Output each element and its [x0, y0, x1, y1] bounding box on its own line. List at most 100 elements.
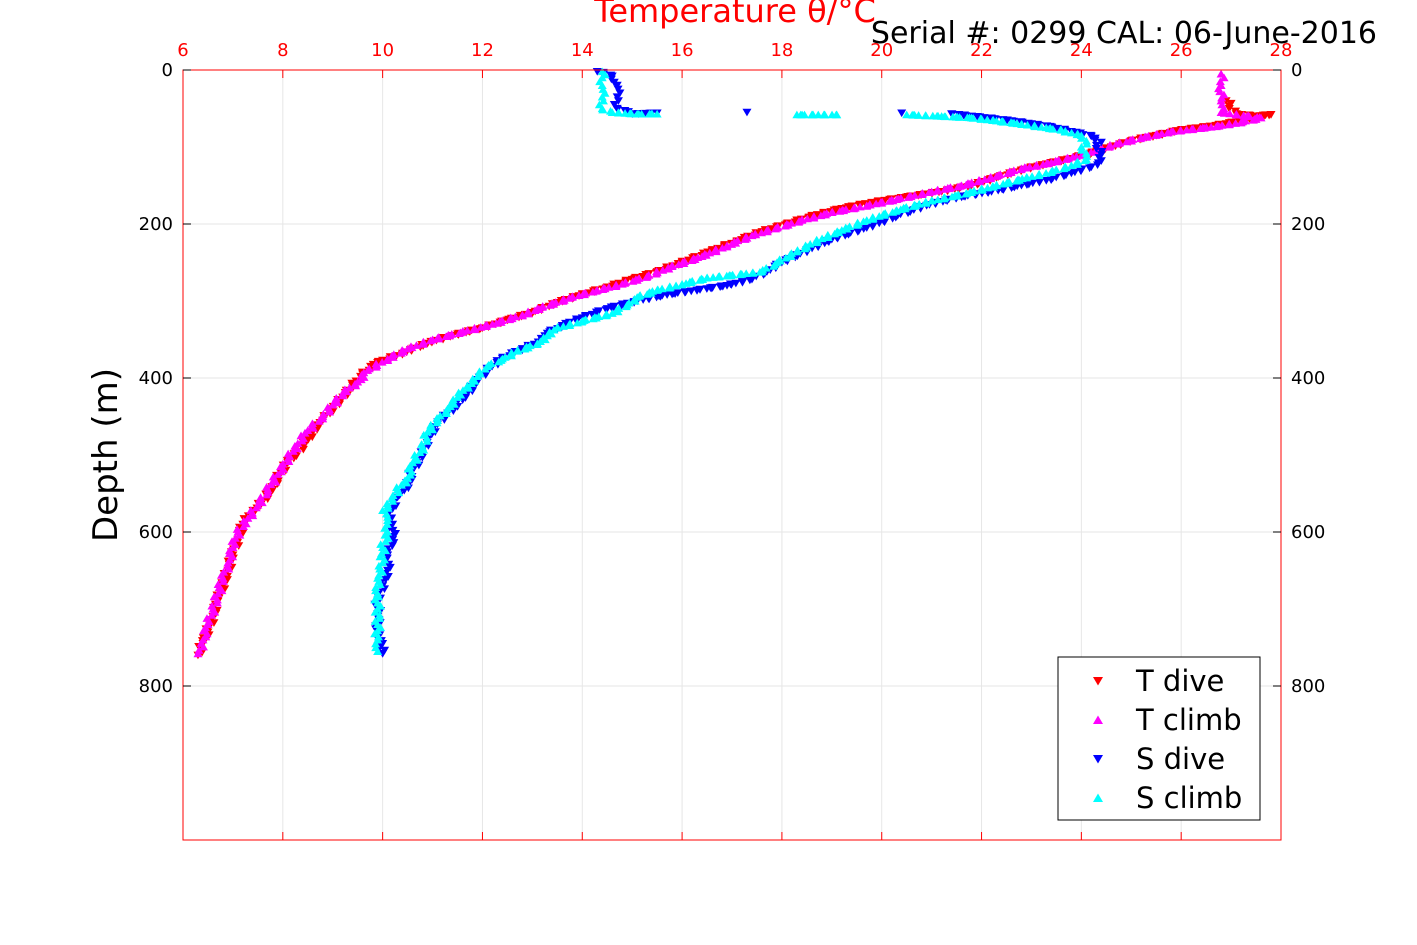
data-point: [1059, 172, 1069, 181]
data-point: [802, 214, 812, 223]
data-point: [671, 281, 681, 290]
data-point: [642, 273, 652, 281]
data-point: [614, 108, 624, 117]
data-point: [983, 183, 993, 192]
data-point: [998, 117, 1008, 126]
data-point: [992, 172, 1002, 180]
data-point: [463, 383, 473, 392]
data-point: [630, 296, 640, 305]
data-point: [218, 574, 228, 582]
data-point: [298, 445, 308, 454]
data-point: [927, 196, 937, 205]
data-point: [1188, 125, 1198, 134]
data-point: [238, 522, 248, 531]
data-point: [370, 608, 380, 616]
x-tick-label: 8: [277, 40, 288, 61]
data-point: [800, 110, 810, 119]
data-point: [1030, 122, 1040, 131]
data-point: [830, 229, 840, 238]
x-tick-label: 22: [970, 40, 993, 61]
data-point: [453, 393, 462, 401]
data-point: [955, 113, 965, 121]
data-point: [558, 297, 568, 305]
data-point: [800, 244, 810, 253]
data-point: [1034, 171, 1044, 180]
data-point: [1085, 164, 1095, 173]
data-point: [532, 340, 542, 349]
data-point: [986, 174, 996, 183]
data-point: [588, 287, 598, 296]
data-point: [1041, 169, 1051, 177]
data-point: [1034, 178, 1044, 187]
data-point: [835, 207, 845, 215]
data-point: [740, 235, 750, 243]
x-tick-label: 12: [471, 40, 494, 61]
data-point: [412, 456, 422, 464]
data-point: [921, 111, 931, 120]
data-point: [820, 110, 830, 119]
data-point: [940, 185, 950, 193]
data-point: [487, 320, 497, 328]
data-point: [1041, 176, 1051, 185]
x-tick-label: 26: [1170, 40, 1193, 61]
data-point: [1052, 124, 1062, 133]
data-point: [842, 224, 852, 233]
data-point: [974, 177, 984, 186]
data-point: [1215, 77, 1225, 86]
data-point: [598, 105, 608, 114]
data-point: [580, 290, 590, 299]
data-point: [1012, 176, 1022, 185]
data-point: [980, 175, 990, 183]
data-point: [617, 280, 627, 288]
data-point: [786, 252, 796, 260]
data-point: [1236, 118, 1246, 127]
data-point: [888, 208, 898, 216]
data-point: [780, 221, 790, 230]
data-point: [902, 110, 912, 119]
data-point: [212, 598, 222, 607]
data-point: [933, 195, 943, 204]
data-point: [481, 371, 491, 379]
data-point: [1182, 125, 1192, 134]
data-point: [375, 614, 385, 622]
data-point: [626, 109, 636, 118]
y-tick-label-left: 0: [162, 60, 173, 81]
data-point: [284, 457, 294, 466]
data-point: [646, 109, 656, 118]
data-point: [1245, 112, 1255, 121]
data-point: [1093, 161, 1103, 170]
data-point: [1016, 165, 1026, 174]
data-point: [257, 498, 267, 507]
data-point: [506, 351, 516, 360]
data-point: [1163, 128, 1173, 137]
data-point: [411, 341, 421, 349]
data-point: [248, 511, 258, 520]
y-tick-label-left: 800: [139, 676, 173, 697]
data-point: [371, 639, 381, 648]
data-point: [781, 253, 791, 262]
data-point: [375, 580, 385, 588]
data-point: [1256, 113, 1266, 122]
data-point: [396, 348, 406, 357]
data-point: [1081, 136, 1091, 145]
data-point: [1048, 124, 1058, 133]
data-point: [373, 647, 383, 655]
data-point: [812, 238, 822, 247]
data-point: [832, 110, 842, 119]
data-point: [1080, 156, 1090, 165]
data-point: [1052, 157, 1062, 166]
data-point: [217, 586, 227, 595]
data-point: [432, 418, 442, 427]
data-point: [209, 619, 219, 627]
data-point: [399, 486, 409, 495]
data-point: [235, 531, 245, 539]
data-point: [338, 391, 348, 400]
data-point: [917, 190, 927, 199]
data-point: [809, 213, 819, 222]
data-point: [888, 215, 898, 223]
data-point: [428, 425, 438, 434]
legend-marker: [1093, 715, 1103, 724]
data-point: [1225, 109, 1235, 118]
data-point: [921, 199, 931, 207]
data-point: [494, 357, 504, 366]
